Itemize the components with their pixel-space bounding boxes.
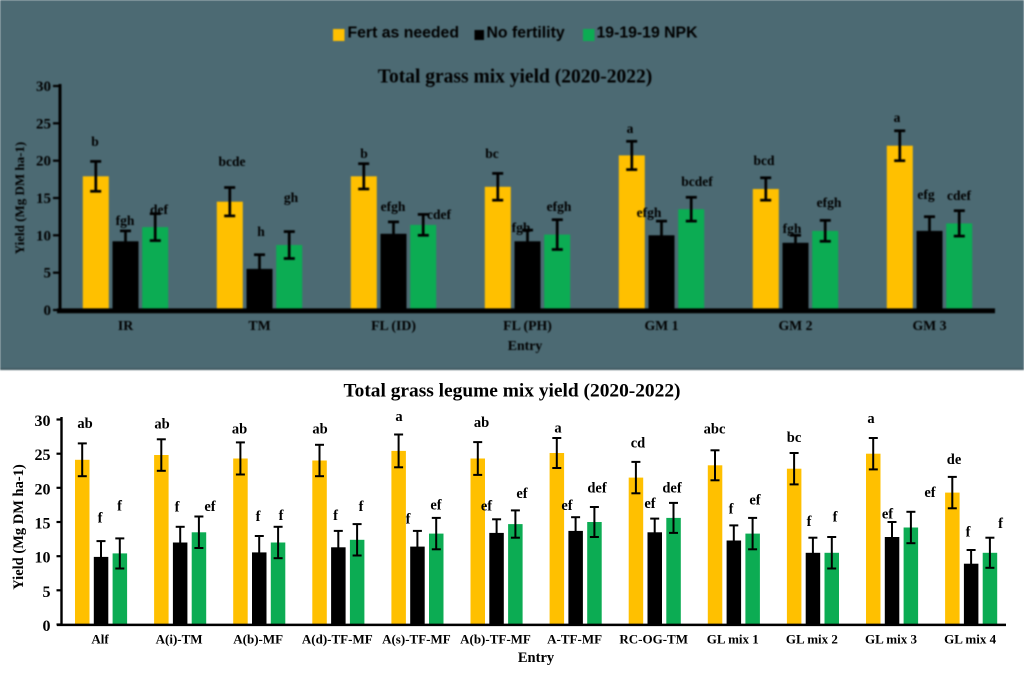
svg-text:GL mix 3: GL mix 3 — [865, 632, 918, 647]
svg-text:ab: ab — [77, 416, 92, 432]
svg-text:Alf: Alf — [91, 632, 109, 647]
svg-text:A(b)-TF-MF: A(b)-TF-MF — [460, 632, 531, 647]
svg-text:fgh: fgh — [512, 220, 531, 235]
svg-text:No fertility: No fertility — [487, 25, 565, 42]
svg-text:30: 30 — [35, 413, 51, 430]
svg-text:A-TF-MF: A-TF-MF — [547, 632, 602, 647]
svg-text:Entry: Entry — [508, 338, 543, 353]
svg-text:f: f — [98, 511, 103, 527]
svg-text:Total grass legume mix yield (: Total grass legume mix yield (2020-2022) — [344, 381, 681, 402]
svg-text:f: f — [998, 516, 1003, 532]
svg-text:Fert as needed: Fert as needed — [348, 25, 460, 42]
svg-text:ef: ef — [644, 496, 655, 512]
svg-text:a: a — [867, 411, 875, 427]
svg-text:GL mix 4: GL mix 4 — [944, 632, 997, 647]
svg-text:A(s)-TF-MF: A(s)-TF-MF — [382, 632, 451, 647]
svg-text:5: 5 — [43, 584, 51, 601]
svg-text:ab: ab — [312, 422, 327, 438]
svg-text:IR: IR — [118, 318, 134, 333]
svg-text:f: f — [729, 502, 734, 518]
svg-text:Total grass mix yield (2020-20: Total grass mix yield (2020-2022) — [378, 67, 652, 88]
svg-text:GM 3: GM 3 — [912, 318, 946, 333]
svg-text:GM 2: GM 2 — [778, 318, 812, 333]
svg-text:25: 25 — [35, 447, 51, 464]
svg-text:bc: bc — [787, 430, 802, 446]
svg-text:25: 25 — [36, 116, 51, 132]
svg-text:GM 1: GM 1 — [644, 318, 678, 333]
svg-text:efgh: efgh — [817, 195, 842, 210]
svg-text:ef: ef — [882, 507, 893, 523]
svg-text:Yield (Mg DM ha-1): Yield (Mg DM ha-1) — [12, 142, 27, 255]
svg-text:f: f — [333, 508, 338, 524]
svg-text:def: def — [662, 481, 682, 497]
svg-text:ef: ef — [430, 498, 441, 514]
svg-text:15: 15 — [36, 191, 51, 207]
svg-text:f: f — [966, 525, 971, 541]
svg-text:a: a — [627, 121, 634, 136]
svg-text:ef: ef — [749, 493, 760, 509]
svg-text:f: f — [406, 512, 411, 528]
svg-text:efgh: efgh — [381, 199, 406, 214]
svg-text:f: f — [256, 509, 261, 525]
svg-text:def: def — [150, 202, 169, 217]
svg-text:30: 30 — [36, 79, 51, 95]
svg-text:efgh: efgh — [637, 205, 662, 220]
svg-text:h: h — [257, 224, 265, 239]
svg-text:de: de — [947, 452, 962, 468]
svg-text:f: f — [807, 514, 812, 530]
svg-text:ef: ef — [924, 485, 935, 501]
svg-text:GL mix 2: GL mix 2 — [786, 632, 838, 647]
svg-text:efgh: efgh — [547, 199, 572, 214]
svg-text:19-19-19 NPK: 19-19-19 NPK — [597, 25, 699, 42]
svg-text:bc: bc — [485, 146, 499, 161]
svg-text:ab: ab — [474, 415, 489, 431]
svg-text:RC-OG-TM: RC-OG-TM — [619, 632, 688, 647]
svg-text:ab: ab — [232, 422, 247, 438]
svg-text:5: 5 — [44, 266, 52, 282]
svg-text:ab: ab — [154, 417, 169, 433]
svg-text:fgh: fgh — [116, 213, 135, 228]
svg-text:ef: ef — [561, 498, 572, 514]
svg-text:cdef: cdef — [947, 188, 971, 203]
svg-text:ef: ef — [204, 499, 215, 515]
svg-text:cdef: cdef — [427, 207, 451, 222]
svg-text:bcdef: bcdef — [681, 174, 713, 189]
svg-text:GL mix 1: GL mix 1 — [707, 632, 759, 647]
svg-text:f: f — [833, 510, 838, 526]
svg-text:A(i)-TM: A(i)-TM — [156, 632, 203, 647]
svg-text:abc: abc — [704, 422, 726, 438]
svg-text:b: b — [91, 134, 99, 149]
svg-text:FL (ID): FL (ID) — [371, 318, 416, 334]
svg-text:10: 10 — [35, 550, 51, 567]
svg-text:FL (PH): FL (PH) — [503, 318, 552, 334]
svg-text:0: 0 — [43, 618, 51, 635]
svg-text:f: f — [279, 508, 284, 524]
svg-text:cd: cd — [631, 436, 646, 452]
svg-text:TM: TM — [248, 318, 270, 333]
svg-text:bcde: bcde — [219, 154, 246, 169]
svg-text:fgh: fgh — [783, 221, 802, 236]
svg-text:20: 20 — [36, 154, 51, 170]
svg-text:def: def — [587, 481, 607, 497]
svg-text:a: a — [395, 409, 403, 425]
svg-text:gh: gh — [284, 190, 299, 205]
svg-text:a: a — [894, 110, 901, 125]
svg-text:15: 15 — [35, 516, 51, 533]
svg-text:A(b)-MF: A(b)-MF — [233, 632, 283, 647]
svg-text:ef: ef — [516, 486, 527, 502]
svg-text:ef: ef — [481, 499, 492, 515]
svg-text:f: f — [175, 500, 180, 516]
svg-text:bcd: bcd — [753, 153, 775, 168]
svg-text:10: 10 — [36, 228, 51, 244]
svg-text:Yield (Mg DM ha-1): Yield (Mg DM ha-1) — [11, 464, 27, 590]
svg-text:b: b — [360, 146, 368, 161]
svg-text:A(d)-TF-MF: A(d)-TF-MF — [302, 632, 373, 647]
svg-text:efg: efg — [917, 187, 934, 202]
svg-text:0: 0 — [44, 303, 52, 319]
svg-text:20: 20 — [35, 481, 51, 498]
svg-text:Entry: Entry — [518, 650, 555, 666]
svg-text:a: a — [554, 421, 562, 437]
svg-text:f: f — [117, 499, 122, 515]
svg-text:f: f — [359, 499, 364, 515]
